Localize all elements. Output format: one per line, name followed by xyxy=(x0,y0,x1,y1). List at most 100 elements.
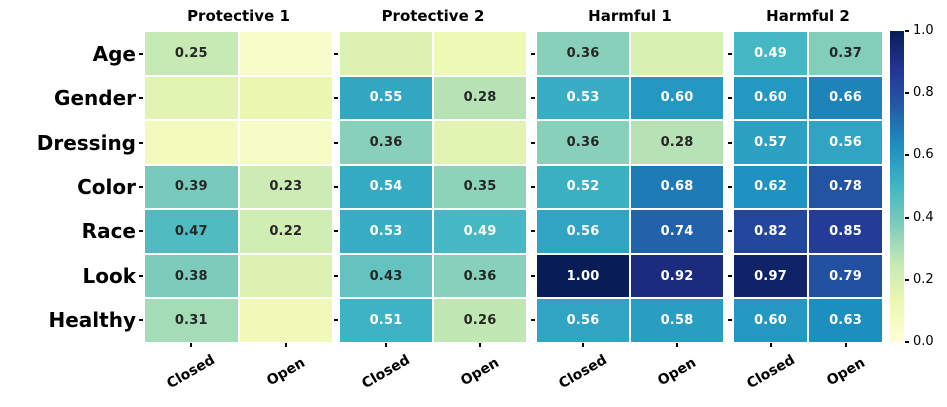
heatmap-cell: 0.78 xyxy=(809,165,882,209)
x-tick-mark xyxy=(676,343,678,347)
heatmap-cell xyxy=(631,32,723,75)
cell-annotation: 0.36 xyxy=(369,134,403,150)
y-tick-mark xyxy=(334,274,338,277)
heatmap-cell: 0.60 xyxy=(734,76,807,120)
cell-annotation: 0.68 xyxy=(660,179,694,195)
cell-annotation: 0.53 xyxy=(369,224,403,240)
cell-annotation: 0.92 xyxy=(660,268,694,284)
colorbar-tick-label: 1.0 xyxy=(913,23,934,38)
cell-annotation: 0.56 xyxy=(566,313,600,329)
y-tick-mark xyxy=(728,186,732,188)
cell-annotation: 0.49 xyxy=(463,224,497,240)
heatmap-cell: 0.54 xyxy=(340,165,432,209)
heatmap-panel: 0.25 0.39 0.23 0.47 0.22 0.38 0.31 xyxy=(145,32,332,342)
y-tick-mark xyxy=(531,186,535,188)
cell-annotation: 0.82 xyxy=(754,224,787,240)
heatmap-cell xyxy=(239,76,332,120)
cell-annotation: 0.47 xyxy=(174,224,208,240)
heatmap-cell xyxy=(239,299,332,342)
cell-annotation: 0.23 xyxy=(269,179,303,195)
heatmap-cell: 0.74 xyxy=(631,210,723,253)
heatmap-cell xyxy=(239,32,332,75)
y-tick-mark xyxy=(139,97,143,100)
cell-annotation: 0.60 xyxy=(754,90,787,106)
y-tick-mark xyxy=(531,141,535,144)
row-label-healthy: Healthy xyxy=(48,307,137,332)
x-tick-mark xyxy=(284,343,287,347)
heatmap-cell: 0.36 xyxy=(537,32,629,75)
heatmap-cell: 0.36 xyxy=(340,121,432,164)
panel-title: Protective 2 xyxy=(381,7,485,25)
heatmap-cell: 0.60 xyxy=(734,299,807,342)
y-tick-mark xyxy=(334,230,338,233)
heatmap-cell: 0.57 xyxy=(734,121,807,164)
cell-annotation: 0.36 xyxy=(566,134,600,150)
cell-annotation: 0.85 xyxy=(829,224,862,240)
y-tick-mark xyxy=(531,230,535,233)
colorbar-tick-label: 0.4 xyxy=(913,209,934,225)
heatmap-cell: 0.43 xyxy=(340,254,432,298)
x-tick-label-open: Open xyxy=(655,354,699,390)
cell-annotation: 0.97 xyxy=(754,268,787,284)
colorbar-tick-mark xyxy=(905,216,909,219)
panel-title: Harmful 1 xyxy=(588,7,672,25)
heatmap-cell: 0.38 xyxy=(145,254,238,298)
cell-annotation: 0.66 xyxy=(829,90,862,106)
cell-annotation: 0.38 xyxy=(174,268,208,284)
panel-title: Protective 1 xyxy=(187,7,290,25)
x-tick-mark xyxy=(844,343,847,347)
row-label-dressing: Dressing xyxy=(36,130,136,155)
y-tick-mark xyxy=(334,318,338,321)
cell-annotation: 0.63 xyxy=(829,313,862,329)
cell-annotation: 0.39 xyxy=(174,179,208,195)
x-tick-mark xyxy=(479,343,481,347)
heatmap-cell: 0.92 xyxy=(631,254,723,298)
cell-annotation: 0.37 xyxy=(829,45,862,61)
y-tick-mark xyxy=(531,53,535,56)
row-label-look: Look xyxy=(82,263,136,288)
heatmap-cell: 0.68 xyxy=(631,165,723,209)
y-tick-mark xyxy=(728,318,732,321)
cell-annotation: 0.31 xyxy=(174,313,208,329)
cell-annotation: 0.43 xyxy=(369,268,403,284)
colorbar xyxy=(890,31,904,342)
y-tick-mark xyxy=(728,97,732,100)
heatmap-cell: 0.52 xyxy=(537,165,629,209)
x-tick-label-closed: Closed xyxy=(359,351,413,393)
colorbar-tick-mark xyxy=(905,30,909,32)
cell-annotation: 0.26 xyxy=(463,313,497,329)
cell-annotation: 0.55 xyxy=(369,90,403,106)
cell-annotation: 0.57 xyxy=(754,134,787,150)
x-tick-label-closed: Closed xyxy=(164,351,219,393)
cell-annotation: 0.28 xyxy=(463,90,497,106)
heatmap-cell: 0.60 xyxy=(631,76,723,120)
heatmap-cell: 1.00 xyxy=(537,254,629,298)
x-tick-label-closed: Closed xyxy=(743,351,798,393)
colorbar-tick-label: 0.0 xyxy=(913,334,934,349)
heatmap-cell: 0.49 xyxy=(734,32,807,75)
colorbar-tick-mark xyxy=(905,154,909,157)
heatmap-cell: 0.56 xyxy=(809,121,882,164)
y-tick-mark xyxy=(728,53,732,56)
colorbar-tick-mark xyxy=(905,92,909,95)
heatmap-panel: 0.36 0.53 0.60 0.36 0.28 0.52 0.68 0.56 0.74 1.00… xyxy=(537,32,723,342)
cell-annotation: 0.56 xyxy=(829,134,862,150)
cell-annotation: 0.74 xyxy=(660,224,694,240)
y-tick-mark xyxy=(531,318,535,321)
cell-annotation: 0.78 xyxy=(829,179,862,195)
colorbar-tick-label: 0.8 xyxy=(913,85,934,101)
heatmap-panel: 0.49 0.37 0.60 0.66 0.57 0.56 0.62 0.78 0.82 0.85… xyxy=(734,32,882,342)
x-tick-label-closed: Closed xyxy=(556,351,610,393)
row-label-age: Age xyxy=(92,42,136,67)
cell-annotation: 0.51 xyxy=(369,313,403,329)
cell-annotation: 0.60 xyxy=(660,90,694,106)
heatmap-cell: 0.36 xyxy=(434,254,526,298)
x-tick-mark xyxy=(582,343,584,347)
cell-annotation: 0.35 xyxy=(463,179,497,195)
y-tick-mark xyxy=(728,230,732,233)
heatmap-cell: 0.56 xyxy=(537,299,629,342)
heatmap-cell: 0.79 xyxy=(809,254,882,298)
y-tick-mark xyxy=(728,274,732,277)
cell-annotation: 0.60 xyxy=(754,313,787,329)
